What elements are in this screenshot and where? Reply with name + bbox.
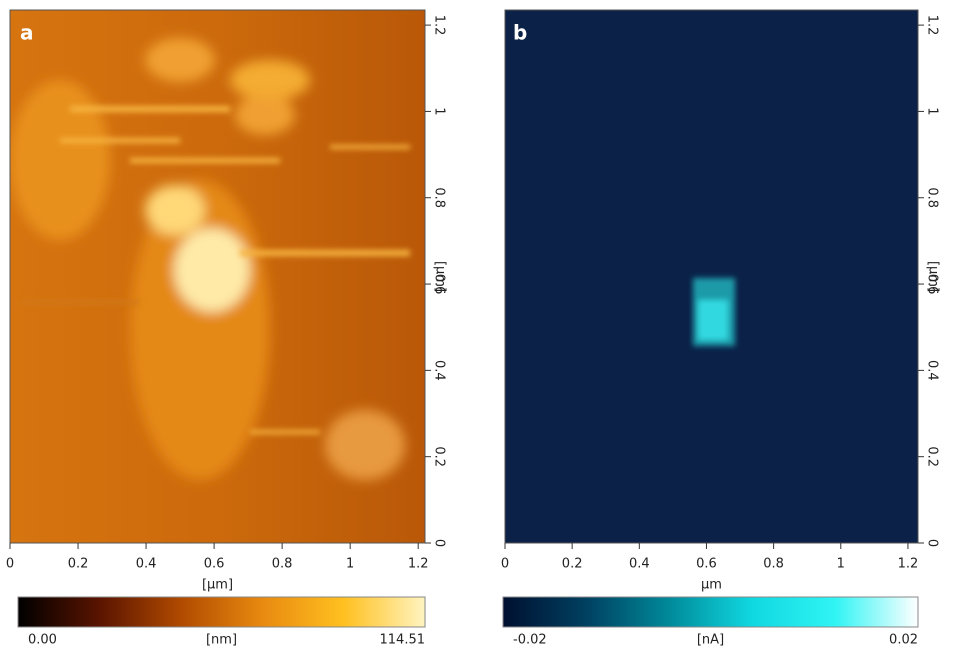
y-tick-label: 0: [432, 539, 447, 547]
x-axis-label: μm: [701, 578, 722, 593]
panel-label: b: [513, 21, 527, 45]
y-tick-label: 1: [925, 107, 940, 115]
colorbar-label: [nm]: [206, 633, 237, 648]
y-tick-label: 1: [432, 107, 447, 115]
colorbar: [18, 597, 425, 627]
x-tick-label: 0: [6, 557, 14, 572]
y-tick-label: 0.2: [925, 446, 940, 467]
y-tick-label: 0.8: [925, 187, 940, 208]
y-axis-label: [μm]: [926, 261, 941, 292]
y-tick-label: 1.2: [925, 15, 940, 36]
x-tick-label: 0: [501, 557, 509, 572]
colorbar: [503, 597, 918, 627]
x-tick-label: 0.6: [696, 557, 717, 572]
colorbar-tick-label: 0.00: [28, 633, 57, 648]
x-tick-label: 1.2: [408, 557, 429, 572]
x-tick-label: 0.8: [763, 557, 784, 572]
x-tick-label: 0.8: [272, 557, 293, 572]
colorbar-tick-label: 114.51: [380, 633, 426, 648]
y-tick-label: 0.4: [925, 360, 940, 381]
figure: a b 00.20.40.60.811.2[μm]00.20.40.60.811…: [0, 0, 969, 651]
x-tick-label: 0.2: [562, 557, 583, 572]
x-tick-label: 0.6: [204, 557, 225, 572]
height-image: [10, 10, 425, 543]
current-image: [505, 10, 918, 543]
y-tick-label: 0: [925, 539, 940, 547]
x-tick-label: 0.4: [136, 557, 157, 572]
x-tick-label: 0.4: [629, 557, 650, 572]
colorbar-tick-label: -0.02: [513, 633, 547, 648]
colorbar-label: [nA]: [697, 633, 724, 648]
y-tick-label: 0.4: [432, 360, 447, 381]
x-tick-label: 1: [837, 557, 845, 572]
panel-label: a: [20, 21, 34, 45]
x-tick-label: 1: [346, 557, 354, 572]
x-tick-label: 1.2: [898, 557, 919, 572]
colorbar-tick-label: 0.02: [889, 633, 918, 648]
y-axis-label: [μm]: [433, 261, 448, 292]
y-tick-label: 0.2: [432, 446, 447, 467]
y-tick-label: 1.2: [432, 15, 447, 36]
x-axis-label: [μm]: [202, 578, 233, 593]
x-tick-label: 0.2: [68, 557, 89, 572]
y-tick-label: 0.8: [432, 187, 447, 208]
